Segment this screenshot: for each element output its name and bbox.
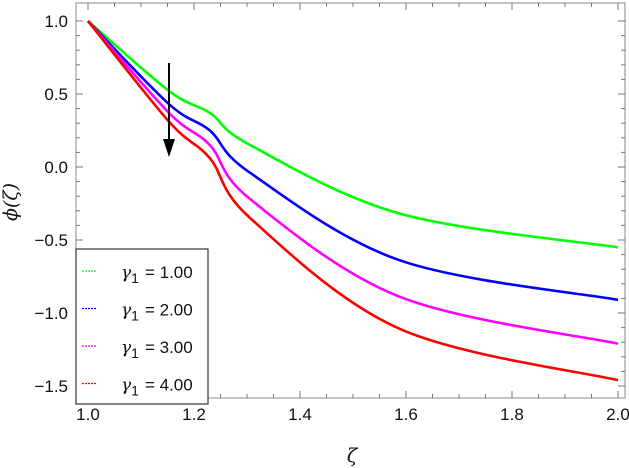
x-tick-label: 1.2 (182, 405, 206, 424)
series-line (87, 20, 619, 345)
plot-frame (75, 2, 626, 399)
legend-box (75, 248, 209, 405)
y-tick-label: 0.5 (44, 85, 68, 104)
x-tick-label: 1.8 (500, 405, 524, 424)
series-line (87, 20, 619, 302)
series-line (86, 20, 619, 382)
y-tick-label: 0.0 (44, 158, 68, 177)
legend-label: γ1 = 3.00 (121, 338, 193, 361)
y-tick-label: −1.0 (34, 304, 68, 323)
x-tick-label: 1.4 (288, 405, 312, 424)
legend: γ1 = 1.00 γ1 = 2.00 γ1 = 3.00 γ1 = 4.00 (75, 248, 209, 405)
y-tick-label: −1.5 (34, 377, 68, 396)
y-tick-label: 1.0 (44, 12, 68, 31)
data-series (86, 20, 619, 382)
y-axis-title: ϕ(ζ) (0, 183, 22, 221)
y-tick-label: −0.5 (34, 231, 68, 250)
legend-label: γ1 = 1.00 (121, 263, 193, 286)
x-tick-label: 1.6 (394, 405, 418, 424)
trend-arrow-icon (163, 63, 175, 157)
series-line (87, 20, 619, 249)
x-tick-label: 2.0 (606, 405, 629, 424)
tick-labels: 1.0 1.2 1.4 1.6 1.8 2.0 1.0 0.5 0.0 −0.5 −1.0 −1.5 (34, 12, 629, 424)
x-axis-title: ζ (347, 445, 359, 467)
x-tick-label: 1.0 (76, 405, 100, 424)
legend-label: γ1 = 2.00 (121, 301, 193, 324)
legend-label: γ1 = 4.00 (121, 376, 193, 399)
